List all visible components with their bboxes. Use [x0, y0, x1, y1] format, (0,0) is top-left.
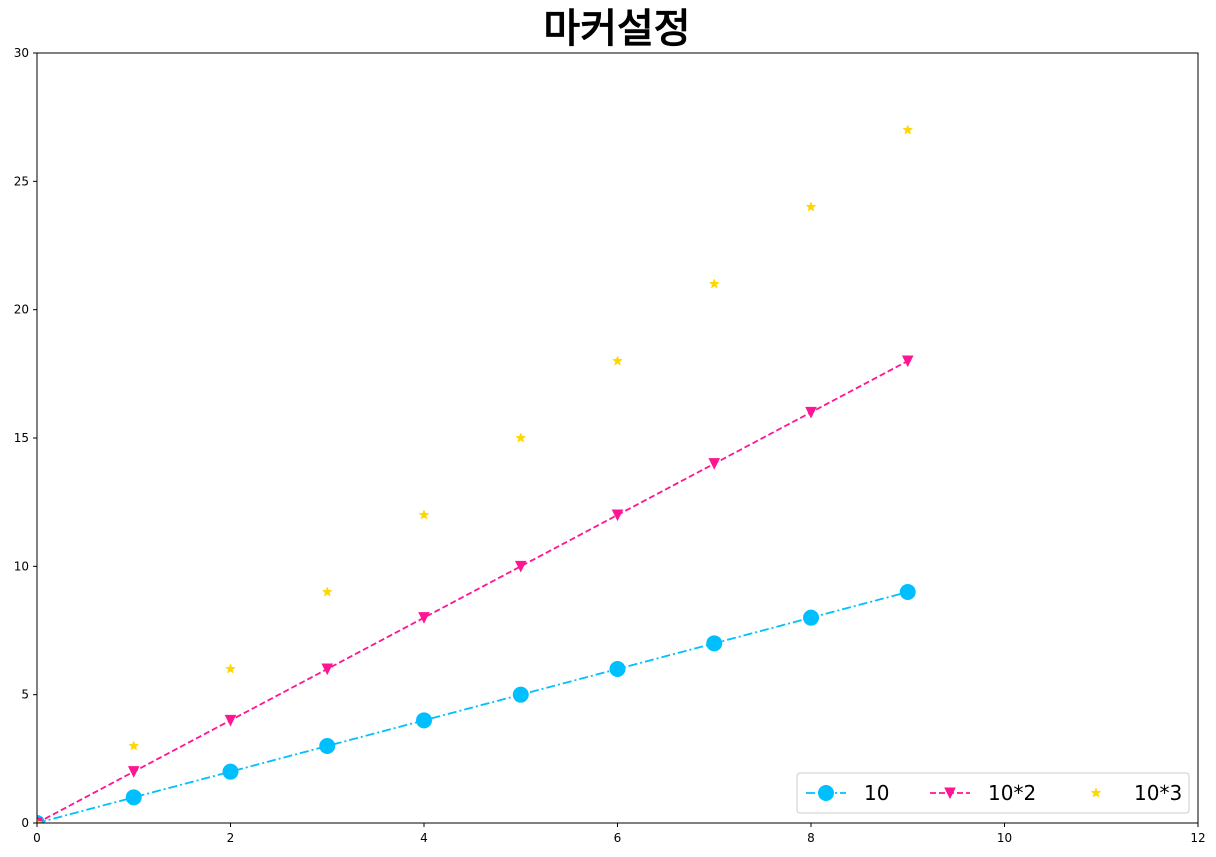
legend-item-2: 10*2 — [930, 781, 1036, 805]
plot-frame — [36, 52, 1199, 824]
data-point — [805, 201, 817, 212]
y-tick-label: 10 — [14, 559, 29, 573]
data-point — [37, 817, 43, 823]
series-1 — [37, 584, 916, 823]
data-point — [902, 124, 914, 135]
x-tick-label: 2 — [227, 831, 235, 845]
x-tick-label: 4 — [420, 831, 428, 845]
data-point — [512, 686, 529, 703]
data-point — [708, 278, 720, 289]
legend-label: 10*3 — [1134, 781, 1182, 805]
data-point — [224, 714, 237, 727]
data-point — [128, 740, 140, 751]
y-tick-label: 0 — [21, 816, 29, 830]
data-point — [319, 738, 336, 754]
legend-marker — [818, 785, 834, 801]
data-point — [611, 509, 624, 522]
data-point — [418, 509, 430, 520]
data-point — [222, 763, 239, 780]
data-point — [125, 789, 142, 806]
data-point — [225, 663, 236, 674]
legend-marker — [944, 787, 956, 800]
data-point — [609, 661, 626, 677]
legend-item-3: 10*3 — [1090, 781, 1182, 805]
data-point — [612, 355, 623, 366]
data-point — [321, 586, 333, 597]
legend-label: 10*2 — [988, 781, 1036, 805]
y-tick-label: 30 — [14, 46, 29, 60]
data-point — [321, 663, 334, 676]
series-2 — [37, 355, 914, 823]
legend-marker — [1090, 787, 1102, 798]
data-point — [416, 712, 432, 729]
legend: 10 10*2 10*3 — [796, 772, 1190, 814]
data-point — [901, 355, 914, 368]
x-tick-label: 8 — [807, 831, 815, 845]
data-point — [708, 458, 721, 470]
data-point — [803, 609, 819, 626]
series-3 — [37, 124, 914, 823]
axes: 0 2 4 6 8 10 12 0 5 10 15 20 25 30 — [14, 46, 1206, 845]
data-point — [805, 406, 817, 419]
data-point — [899, 584, 916, 600]
x-tick-label: 6 — [614, 831, 622, 845]
x-tick-label: 10 — [997, 831, 1012, 845]
x-tick-label: 0 — [33, 831, 41, 845]
legend-box — [796, 772, 1190, 814]
legend-item-1: 10 — [806, 781, 889, 805]
data-point — [514, 560, 527, 573]
series-line-2 — [37, 360, 909, 823]
series-line-1 — [37, 591, 908, 823]
data-point — [418, 612, 430, 624]
y-tick-label: 20 — [14, 303, 29, 317]
y-tick-label: 5 — [21, 688, 29, 702]
x-tick-label: 12 — [1190, 831, 1205, 845]
legend-label: 10 — [864, 781, 889, 805]
data-point — [127, 766, 140, 778]
y-tick-label: 15 — [14, 431, 29, 445]
chart-title: 마커설정 — [543, 6, 690, 52]
data-point — [706, 635, 723, 652]
y-tick-label: 25 — [14, 174, 29, 188]
plot-area — [37, 124, 916, 823]
data-point — [515, 432, 527, 443]
